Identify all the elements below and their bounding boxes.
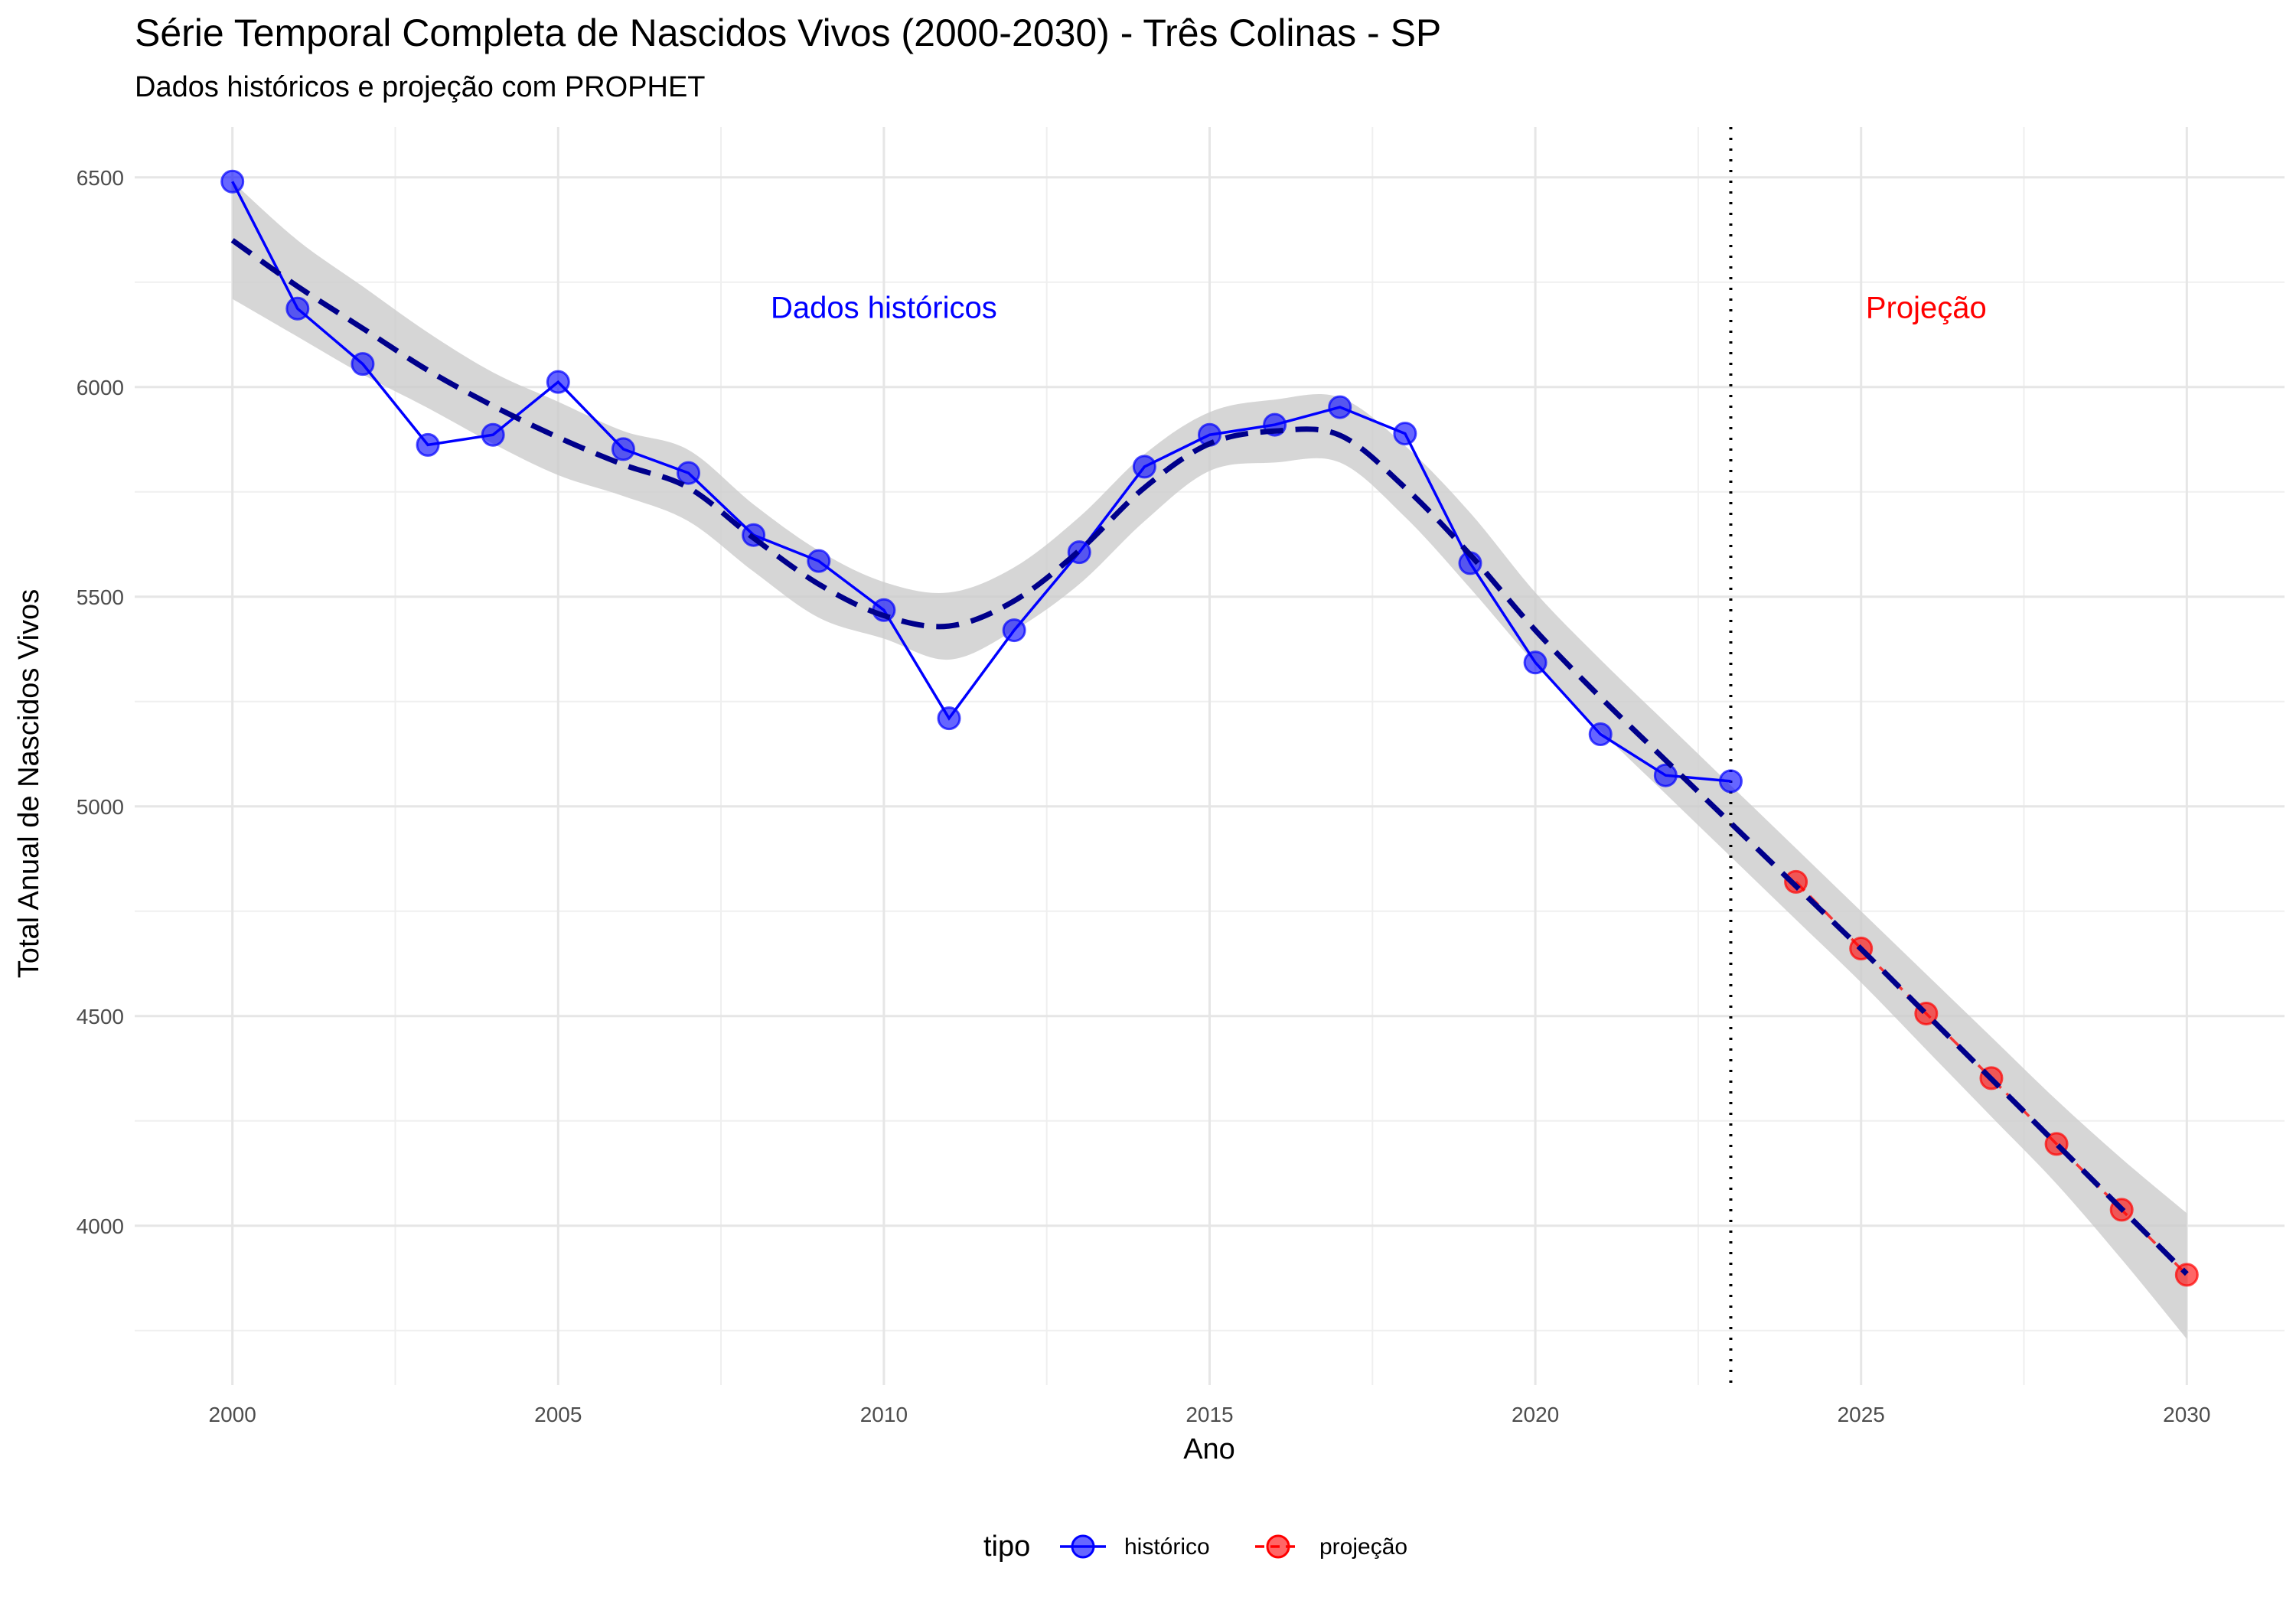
data-point-0-12 bbox=[1002, 618, 1026, 643]
data-point-0-21 bbox=[1588, 722, 1613, 747]
data-point-1-6 bbox=[2174, 1263, 2199, 1287]
legend-item-0: histórico bbox=[1060, 1534, 1210, 1560]
legend: tipo histórico projeção bbox=[983, 1530, 1407, 1563]
legend-key-point bbox=[1266, 1534, 1290, 1559]
annotation-0: Dados históricos bbox=[771, 291, 997, 324]
data-point-0-3 bbox=[416, 432, 440, 457]
y-tick-label: 4500 bbox=[77, 1005, 124, 1028]
legend-label: projeção bbox=[1319, 1534, 1407, 1560]
trend-path bbox=[230, 238, 2189, 1276]
data-point-0-0 bbox=[220, 169, 245, 194]
chart-subtitle: Dados históricos e projeção com PROPHET bbox=[135, 71, 706, 103]
y-tick-label: 5500 bbox=[77, 585, 124, 609]
y-tick-label: 6500 bbox=[77, 166, 124, 190]
chart-title: Série Temporal Completa de Nascidos Vivo… bbox=[135, 11, 1441, 54]
data-point-1-0 bbox=[1784, 869, 1808, 894]
confidence-band bbox=[232, 181, 2187, 1339]
y-tick-label: 4000 bbox=[77, 1214, 124, 1238]
data-point-0-4 bbox=[481, 422, 505, 447]
legend-title: tipo bbox=[983, 1530, 1030, 1563]
x-tick-label: 2020 bbox=[1512, 1403, 1559, 1426]
x-tick-label: 2025 bbox=[1838, 1403, 1885, 1426]
data-point-0-2 bbox=[351, 352, 375, 376]
data-point-0-11 bbox=[937, 706, 961, 731]
x-tick-label: 2000 bbox=[209, 1403, 256, 1426]
data-point-0-6 bbox=[611, 437, 635, 461]
data-point-0-5 bbox=[546, 370, 570, 394]
y-tick-label: 6000 bbox=[77, 376, 124, 399]
annotations: Dados históricos Projeção bbox=[771, 291, 1987, 324]
y-axis-title: Total Anual de Nascidos Vivos bbox=[13, 589, 45, 978]
confidence-band-area bbox=[232, 181, 2187, 1339]
annotation-1: Projeção bbox=[1866, 291, 1987, 324]
x-axis-title: Ano bbox=[1183, 1433, 1235, 1465]
y-tick-label: 5000 bbox=[77, 795, 124, 819]
data-point-0-20 bbox=[1523, 650, 1548, 675]
x-tick-label: 2030 bbox=[2163, 1403, 2210, 1426]
data-point-0-1 bbox=[285, 296, 310, 321]
x-tick-label: 2015 bbox=[1186, 1403, 1233, 1426]
tick-labels: 2000 2005 2010 2015 2020 2025 2030 4000 4500 5000… bbox=[77, 166, 2211, 1426]
data-point-0-7 bbox=[677, 461, 701, 485]
legend-items: histórico projeção bbox=[1060, 1534, 1407, 1560]
data-point-0-14 bbox=[1132, 455, 1156, 479]
data-point-0-9 bbox=[807, 549, 831, 573]
legend-label: histórico bbox=[1124, 1534, 1210, 1560]
x-tick-label: 2005 bbox=[534, 1403, 582, 1426]
data-point-0-23 bbox=[1718, 769, 1743, 794]
grid bbox=[135, 127, 2285, 1385]
legend-key-point bbox=[1071, 1534, 1095, 1559]
data-point-0-17 bbox=[1328, 395, 1352, 419]
legend-item-1: projeção bbox=[1255, 1534, 1407, 1560]
data-point-0-18 bbox=[1393, 422, 1417, 446]
series-line-0 bbox=[231, 181, 1731, 783]
trend-line bbox=[230, 238, 2189, 1276]
x-tick-label: 2010 bbox=[860, 1403, 908, 1426]
data-point-0-22 bbox=[1653, 763, 1678, 787]
